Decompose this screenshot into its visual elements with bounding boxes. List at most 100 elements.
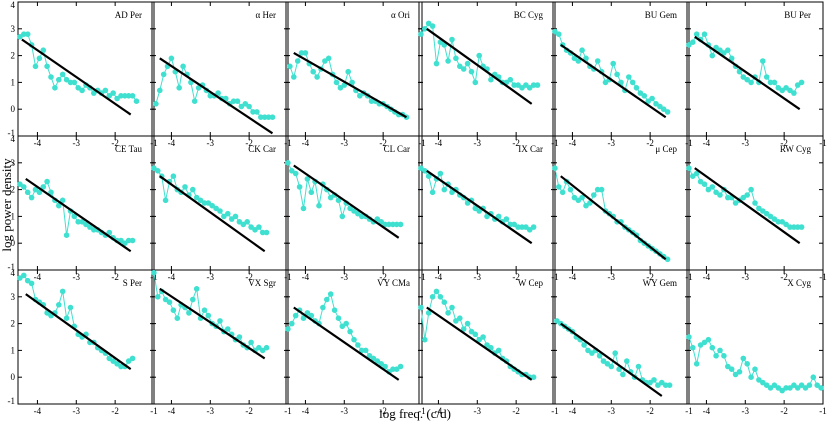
panel-title: BU Gem <box>645 10 677 20</box>
data-point <box>52 85 58 91</box>
y-tick-label: 0 <box>11 104 16 114</box>
data-point <box>437 294 444 300</box>
panel-title: μ Cep <box>655 144 677 154</box>
data-point <box>732 371 739 378</box>
data-point <box>314 74 320 80</box>
data-point <box>771 79 778 86</box>
data-point <box>794 224 801 230</box>
x-tick-label: -3 <box>73 272 81 282</box>
data-point <box>594 186 601 193</box>
data-point <box>629 79 636 86</box>
data-point <box>201 307 208 314</box>
data-point <box>624 358 630 364</box>
panel-frame <box>17 269 155 405</box>
data-point <box>36 189 43 196</box>
x-tick-label: -4 <box>435 272 443 282</box>
data-point <box>571 55 578 62</box>
data-point <box>476 336 483 343</box>
series-line <box>287 292 401 373</box>
y-tick-label: 4 <box>11 134 16 144</box>
data-point <box>732 200 739 206</box>
data-point <box>464 200 471 206</box>
x-tick-label: -1 <box>284 406 292 416</box>
data-point <box>63 232 70 238</box>
data-point <box>174 315 181 322</box>
data-point <box>618 79 624 86</box>
x-tick-label: -2 <box>245 138 253 148</box>
data-point <box>386 221 392 228</box>
x-tick-label: -3 <box>608 138 616 148</box>
x-tick-label: -2 <box>780 138 788 148</box>
data-point <box>355 210 361 217</box>
data-point <box>345 68 352 75</box>
data-point <box>153 101 159 107</box>
data-point <box>263 229 270 236</box>
panel: -4 -3 -2 -1BU Per <box>686 1 827 148</box>
data-point <box>308 312 315 319</box>
data-point <box>484 213 490 220</box>
data-point <box>571 194 578 201</box>
fit-line <box>25 293 132 371</box>
data-point <box>339 323 346 330</box>
data-point <box>56 302 62 308</box>
data-point <box>59 288 66 295</box>
panel: -4 -3 -2 -1 X Cyg <box>686 269 827 416</box>
data-point <box>225 210 231 217</box>
data-point <box>223 95 229 102</box>
data-point <box>355 342 361 348</box>
x-tick-label: -4 <box>168 406 176 416</box>
data-point <box>583 202 589 209</box>
data-point <box>118 237 124 244</box>
data-point <box>709 184 716 190</box>
data-point <box>378 361 385 367</box>
data-point <box>598 186 605 193</box>
data-point <box>429 23 436 29</box>
data-point <box>40 47 47 53</box>
x-tick-label: -3 <box>742 406 750 416</box>
data-point <box>304 310 311 316</box>
data-point <box>359 213 365 220</box>
panel-title: α Ori <box>391 10 410 20</box>
data-point <box>736 68 743 75</box>
data-point <box>32 186 39 193</box>
x-tick-label: -4 <box>34 138 42 148</box>
data-point <box>296 184 303 190</box>
data-point <box>24 31 31 37</box>
fit-line <box>293 51 408 119</box>
data-point <box>429 189 436 196</box>
panel: -4 -3 -2 -1 -1 0 1 2 3 4 S Per <box>8 268 158 416</box>
y-tick-label: 1 <box>11 211 16 221</box>
data-point <box>526 227 533 233</box>
x-tick-label: -1 <box>819 406 827 416</box>
data-point <box>810 374 817 381</box>
x-tick-label: -4 <box>703 272 711 282</box>
data-point <box>21 184 27 190</box>
data-point <box>259 347 266 354</box>
data-point <box>24 277 31 284</box>
data-point <box>748 79 754 86</box>
data-point <box>464 320 471 327</box>
data-point <box>310 68 317 75</box>
panel-title: BC Cyg <box>514 10 544 20</box>
data-point <box>787 87 793 94</box>
data-point <box>205 312 212 319</box>
panel-title: WY Gem <box>643 278 677 288</box>
data-point <box>36 55 43 62</box>
data-point <box>748 186 754 193</box>
data-point <box>155 294 161 300</box>
data-point <box>333 79 340 86</box>
data-point <box>476 52 483 59</box>
data-point <box>418 304 424 311</box>
data-point <box>515 224 521 230</box>
data-point <box>662 382 669 389</box>
data-point <box>468 68 475 75</box>
x-tick-label: -2 <box>646 272 654 282</box>
panel-title: CE Tau <box>115 144 142 154</box>
panel: -4 -3 -2 -1BU Gem <box>552 1 693 148</box>
data-point <box>269 114 276 120</box>
data-point <box>48 74 54 80</box>
data-point <box>209 202 215 209</box>
data-point <box>530 224 537 230</box>
x-tick-label: -4 <box>569 272 577 282</box>
data-point <box>110 358 116 364</box>
